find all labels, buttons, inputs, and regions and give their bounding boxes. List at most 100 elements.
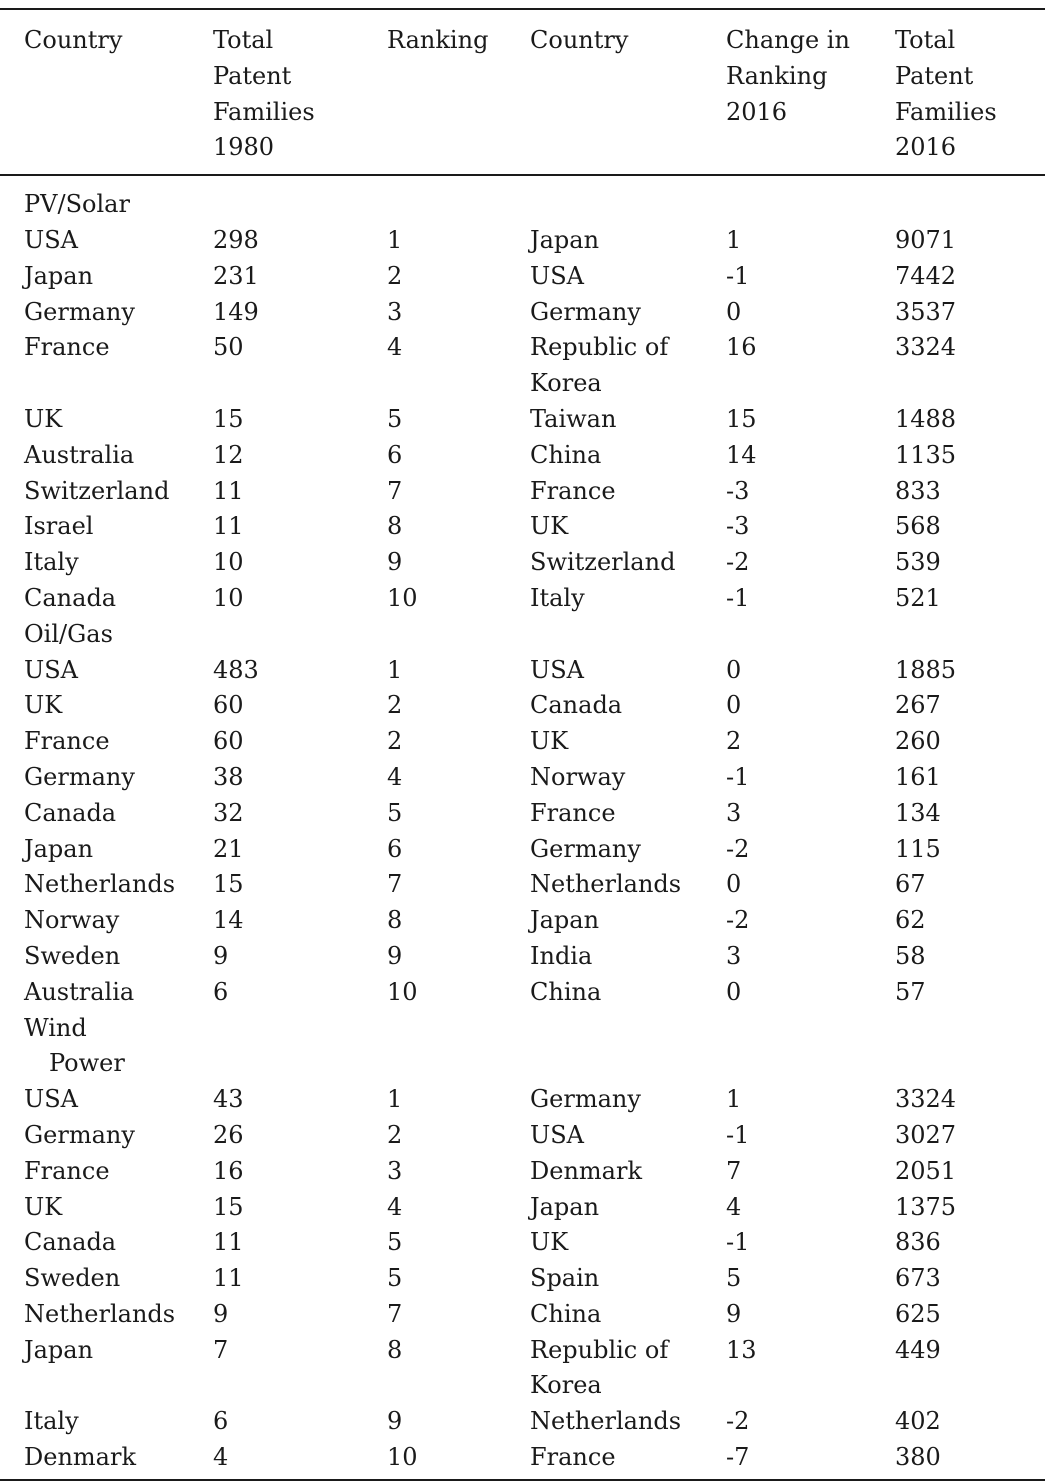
table-row: Australia 12 6 China 14 1135	[0, 438, 1045, 474]
table-row: Italy 6 9 Netherlands -2 402	[0, 1404, 1045, 1440]
table-cell: 38	[213, 762, 244, 791]
table-cell: Japan	[24, 261, 94, 290]
table-cell: 5	[387, 798, 403, 827]
table-row: Japan 21 6 Germany -2 115	[0, 832, 1045, 868]
table-cell: Netherlands	[24, 1299, 176, 1328]
table-cell: 8	[387, 512, 403, 541]
table-row: Canada 11 5 UK -1 836	[0, 1225, 1045, 1261]
table-cell: 2	[387, 261, 403, 290]
table-cell: Switzerland	[24, 476, 170, 505]
table-row: USA 298 1 Japan 1 9071	[0, 223, 1045, 259]
table-row: Switzerland 11 7 France -3 833	[0, 474, 1045, 510]
table-cell: Germany	[530, 834, 641, 863]
table-cell: UK	[24, 691, 63, 720]
table-cell: 26	[213, 1120, 244, 1149]
table-cell: 0	[726, 977, 742, 1006]
section-label-line: Power	[49, 1049, 125, 1078]
table-cell: France	[530, 476, 616, 505]
table-cell: 380	[895, 1443, 941, 1472]
table-cell: 14	[213, 906, 244, 935]
table-cell: Germany	[24, 762, 135, 791]
table-cell: Australia	[24, 977, 135, 1006]
table-cell: 836	[895, 1228, 941, 1257]
table-cell: 5	[726, 1264, 742, 1293]
table-cell: France	[24, 727, 110, 756]
table-row: Denmark 4 10 France -7 380	[0, 1440, 1045, 1476]
table-cell: 10	[387, 977, 418, 1006]
table-cell: 10	[213, 548, 244, 577]
table-row: USA 483 1 USA 0 1885	[0, 653, 1045, 689]
table-cell: 5	[387, 1228, 403, 1257]
table-cell: USA	[530, 261, 584, 290]
table-row: France 60 2 UK 2 260	[0, 724, 1045, 760]
table-cell: USA	[24, 1085, 78, 1114]
table-cell: 402	[895, 1407, 941, 1436]
table-cell: 2	[726, 727, 742, 756]
section-label: Oil/Gas	[0, 617, 1045, 653]
table-cell: -2	[726, 548, 750, 577]
table-cell: 673	[895, 1264, 941, 1293]
table-cell: -3	[726, 512, 750, 541]
table-row: Japan 231 2 USA -1 7442	[0, 259, 1045, 295]
table-cell: 50	[213, 333, 244, 362]
table-cell: 10	[387, 1443, 418, 1472]
table-row: Italy 10 9 Switzerland -2 539	[0, 545, 1045, 581]
table-cell: 32	[213, 798, 244, 827]
table-cell: Republic of Korea	[530, 333, 669, 398]
table-row: UK 60 2 Canada 0 267	[0, 688, 1045, 724]
table-cell: Denmark	[530, 1156, 642, 1185]
table-cell: 568	[895, 512, 941, 541]
column-header-line: 2016	[895, 133, 957, 162]
table-cell: Germany	[530, 297, 641, 326]
table-row: Australia 6 10 China 0 57	[0, 975, 1045, 1011]
table-cell: 8	[387, 1335, 403, 1364]
table-row: Netherlands 9 7 China 9 625	[0, 1297, 1045, 1333]
column-header-line: Change in	[726, 26, 850, 54]
table-cell: -1	[726, 1228, 750, 1257]
section-label-line: Oil/Gas	[24, 619, 113, 648]
table-cell: Canada	[24, 798, 117, 827]
table-cell: 7	[213, 1335, 229, 1364]
table-cell: Denmark	[24, 1443, 136, 1472]
table-cell: -2	[726, 906, 750, 935]
table-row: Japan 7 8 Republic of Korea 13 449	[0, 1333, 1045, 1405]
table-cell: 2	[387, 1120, 403, 1149]
table-cell: 60	[213, 727, 244, 756]
table-cell: 15	[213, 870, 244, 899]
table-cell: 6	[213, 977, 229, 1006]
column-header-line: Country	[530, 26, 629, 54]
table-cell: 1	[726, 225, 742, 254]
table-cell: 539	[895, 548, 941, 577]
table-cell: USA	[24, 225, 78, 254]
table-cell: France	[530, 1443, 616, 1472]
table-cell: 11	[213, 476, 244, 505]
column-header: Change in Ranking 2016	[726, 23, 895, 166]
table-cell: 3324	[895, 1085, 957, 1114]
table-cell: Canada	[530, 691, 623, 720]
section-label-line: Wind	[24, 1013, 87, 1042]
table-cell: 1	[387, 225, 403, 254]
column-header: Ranking	[387, 23, 530, 166]
column-header: Country	[530, 23, 726, 166]
column-header-line: Ranking	[726, 61, 828, 90]
table-cell: 15	[213, 404, 244, 433]
table-cell: 58	[895, 941, 926, 970]
table-cell: Italy	[24, 1407, 79, 1436]
table-cell: China	[530, 1299, 602, 1328]
table-cell: 298	[213, 225, 259, 254]
table-cell: 15	[213, 1192, 244, 1221]
column-header-line: Total	[895, 26, 956, 54]
table-cell: Germany	[24, 297, 135, 326]
section-label-line: PV/Solar	[24, 190, 130, 219]
table-cell: 9071	[895, 225, 957, 254]
table-cell: 9	[726, 1299, 742, 1328]
table-cell: Germany	[24, 1120, 135, 1149]
table-cell: 62	[895, 906, 926, 935]
table-cell: 9	[387, 548, 403, 577]
table-cell: 1885	[895, 655, 957, 684]
table-cell: Spain	[530, 1264, 600, 1293]
table-cell: Switzerland	[530, 548, 676, 577]
table-cell: Netherlands	[530, 870, 682, 899]
table-cell: 3	[387, 297, 403, 326]
table-cell: 149	[213, 297, 259, 326]
